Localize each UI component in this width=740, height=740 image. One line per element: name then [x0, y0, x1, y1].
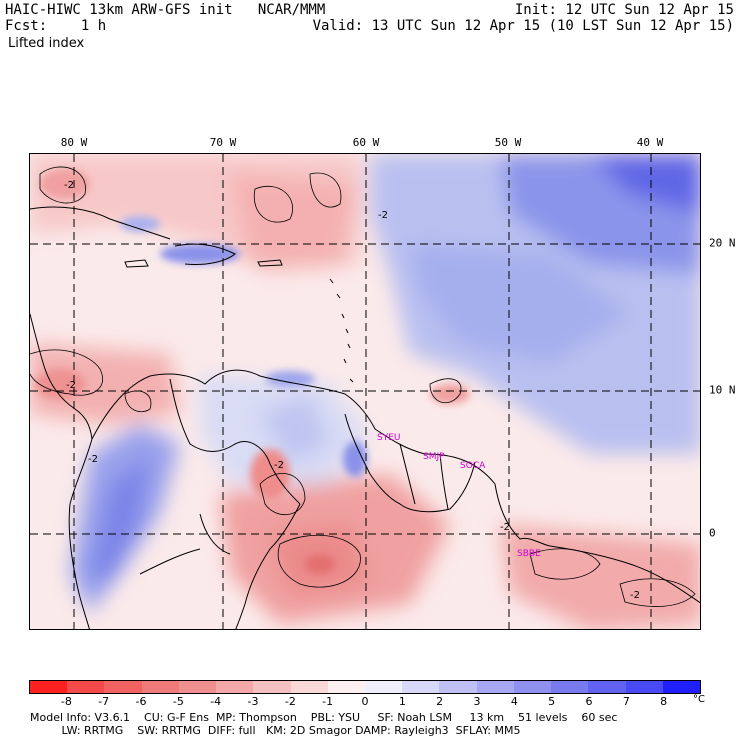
shading-broad — [30, 154, 700, 629]
color-swatch — [364, 681, 403, 693]
contour-lines — [30, 166, 696, 607]
color-swatch — [402, 681, 440, 693]
color-scale-tick: -6 — [135, 695, 147, 708]
product-title: HAIC-HIWC 13km ARW-GFS init NCAR/MMM — [5, 2, 326, 18]
color-scale-tick: 4 — [510, 695, 518, 708]
color-swatch — [513, 681, 552, 693]
lon-label-50w: 50 W — [494, 136, 522, 149]
valid-time: Valid: 13 UTC Sun 12 Apr 15 (10 LST Sun … — [312, 18, 734, 34]
lon-label-70w: 70 W — [209, 136, 237, 149]
coastlines — [30, 206, 700, 629]
contour-label: -2 — [64, 180, 74, 191]
color-swatch — [178, 681, 217, 693]
lat-label-0: 0 — [709, 526, 716, 540]
init-time: Init: 12 UTC Sun 12 Apr 15 — [514, 2, 734, 18]
lat-label-20n: 20 N — [709, 236, 736, 250]
color-swatch — [662, 681, 700, 693]
color-scale-tick: 2 — [436, 695, 444, 708]
color-swatch — [104, 681, 142, 693]
color-scale-tick: 5 — [548, 695, 556, 708]
lon-label-80w: 80 W — [60, 136, 88, 149]
color-swatch — [625, 681, 663, 693]
color-scale-tick: 8 — [660, 695, 668, 708]
color-swatch — [476, 681, 514, 693]
forecast-hour: Fcst: 1 h — [5, 18, 107, 34]
station-label-soca: SOCA — [460, 461, 486, 471]
color-scale-tick: 6 — [585, 695, 593, 708]
lat-label-10n: 10 N — [709, 383, 736, 397]
model-info-line-2: LW: RRTMG SW: RRTMG DIFF: full KM: 2D Sm… — [30, 724, 521, 737]
contour-label: -2 — [274, 460, 284, 471]
color-scale-tick: 0 — [361, 695, 369, 708]
color-scale-tick: 1 — [398, 695, 406, 708]
lon-label-40w: 40 W — [636, 136, 664, 149]
color-scale — [29, 680, 701, 694]
color-scale-tick: -3 — [247, 695, 259, 708]
contour-label: -2 — [378, 210, 388, 221]
color-swatch — [439, 681, 477, 693]
shading-detail — [35, 169, 470, 574]
color-scale-tick: -4 — [210, 695, 222, 708]
color-swatch — [290, 681, 328, 693]
color-scale-tick: -2 — [284, 695, 296, 708]
color-scale-tick: -1 — [322, 695, 334, 708]
color-swatch — [141, 681, 179, 693]
model-info-line-1: Model Info: V3.6.1 CU: G-F Ens MP: Thomp… — [30, 711, 618, 724]
color-scale-tick: 7 — [622, 695, 630, 708]
color-swatch — [30, 681, 68, 693]
map-canvas — [30, 154, 700, 629]
color-scale-unit: °C — [693, 694, 705, 705]
color-swatch — [216, 681, 254, 693]
color-swatch — [551, 681, 589, 693]
color-scale-tick: -8 — [60, 695, 72, 708]
station-label-sbbe: SBBE — [517, 549, 541, 559]
color-swatch — [588, 681, 626, 693]
contour-label: -2 — [88, 454, 98, 465]
color-scale-tick: -7 — [98, 695, 110, 708]
contour-label: -2 — [500, 522, 510, 533]
field-name: Lifted index — [8, 36, 85, 51]
contour-label: -2 — [66, 380, 76, 391]
contour-label: -2 — [630, 590, 640, 601]
color-swatch — [67, 681, 105, 693]
graticule — [30, 154, 700, 629]
station-label-syeu: SYEU — [377, 433, 401, 443]
color-swatch — [327, 681, 365, 693]
station-label-smjp: SMJP — [423, 452, 445, 462]
lifted-index-map: -2 -2 -2 -2 -2 -2 -2 SYEU SMJP SOCA SBBE — [29, 153, 701, 630]
color-swatch — [253, 681, 291, 693]
lon-label-60w: 60 W — [352, 136, 380, 149]
color-scale-tick: -5 — [172, 695, 184, 708]
color-scale-tick: 3 — [473, 695, 481, 708]
